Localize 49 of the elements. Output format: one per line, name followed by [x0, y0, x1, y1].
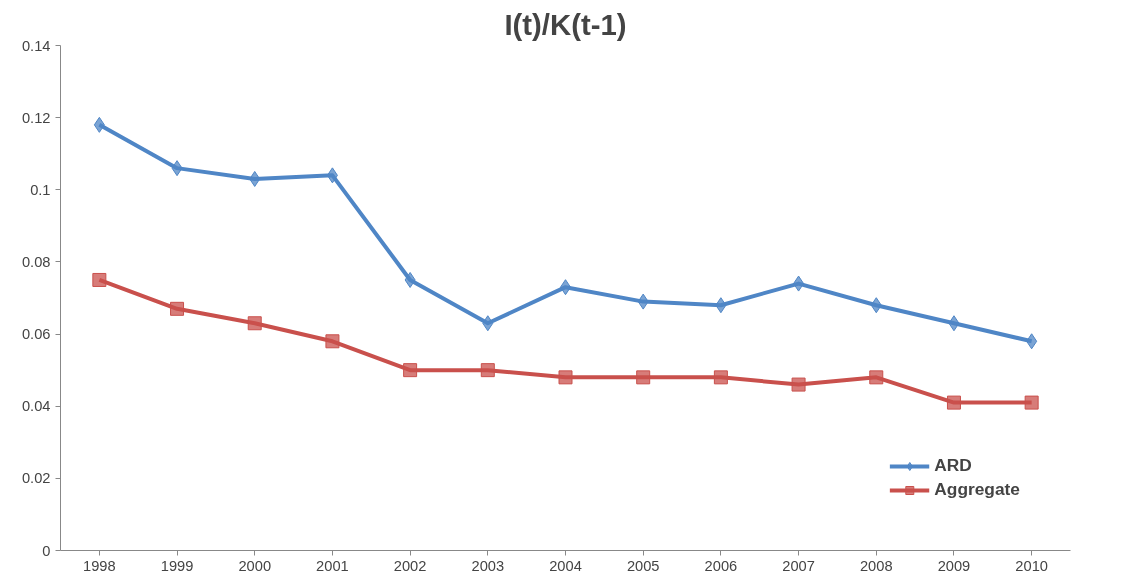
point — [793, 275, 805, 292]
point — [325, 334, 340, 349]
point — [713, 370, 728, 385]
x-tick-label: 2002 — [393, 557, 427, 574]
legend-label: Aggregate — [934, 479, 1020, 500]
point — [715, 297, 727, 314]
point — [1026, 333, 1038, 350]
point — [249, 170, 261, 187]
point — [326, 167, 338, 184]
x-tick-label: 2004 — [549, 557, 582, 574]
point — [946, 395, 961, 410]
x-tick-label: 2008 — [859, 557, 893, 574]
chart-title: I(t)/K(t-1) — [504, 7, 627, 41]
point — [93, 116, 105, 133]
x-tick-label: 2009 — [937, 557, 971, 574]
y-tick-label: 0.1 — [30, 181, 51, 198]
point — [480, 363, 495, 378]
x-tick-label: 2001 — [316, 557, 349, 574]
point — [791, 377, 806, 392]
y-tick-label: 0.12 — [21, 109, 51, 126]
y-tick-label: 0.14 — [21, 37, 51, 54]
point — [948, 315, 960, 332]
x-tick-label: 2006 — [704, 557, 738, 574]
y-tick-label: 0 — [42, 542, 51, 559]
point — [247, 316, 262, 331]
point — [870, 297, 882, 314]
point — [637, 293, 649, 310]
point — [92, 272, 107, 287]
point — [482, 315, 494, 332]
point — [558, 370, 573, 385]
x-tick-label: 2007 — [782, 557, 815, 574]
x-tick-label: 1999 — [160, 557, 194, 574]
legend-label: ARD — [934, 455, 972, 476]
point — [171, 160, 183, 177]
y-tick-label: 0.02 — [21, 470, 51, 487]
point — [170, 301, 185, 316]
point — [404, 271, 416, 288]
x-tick-label: 2000 — [238, 557, 272, 574]
y-tick-label: 0.04 — [21, 398, 51, 415]
x-tick-label: 2005 — [626, 557, 660, 574]
point — [1024, 395, 1039, 410]
point — [869, 370, 884, 385]
x-tick-label: 2003 — [471, 557, 505, 574]
point — [403, 363, 418, 378]
x-tick-label: 1998 — [83, 557, 116, 574]
x-tick-label: 2010 — [1015, 557, 1048, 574]
y-tick-label: 0.08 — [21, 253, 51, 270]
y-tick-label: 0.06 — [21, 326, 51, 343]
point — [636, 370, 651, 385]
